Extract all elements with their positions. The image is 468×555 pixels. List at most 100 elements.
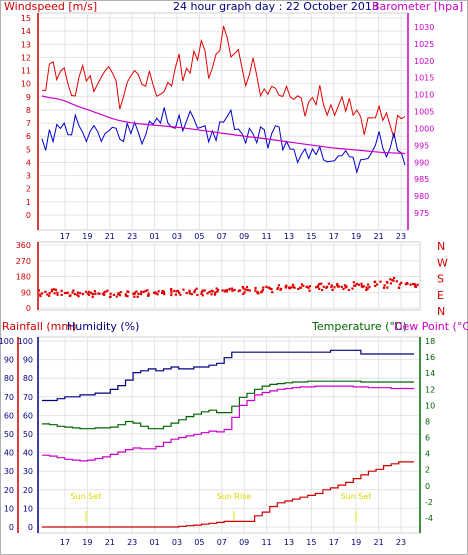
temperature-tick-label: 8: [425, 417, 430, 426]
direction-point: [76, 291, 80, 294]
direction-point: [265, 285, 268, 288]
barometer-tick-label: 995: [414, 141, 429, 150]
wind-x-tick-label: 23: [396, 232, 406, 241]
temperature-tick-label: 16: [425, 353, 435, 362]
direction-point: [188, 290, 191, 293]
temperature-tick-label: 12: [425, 385, 435, 394]
thb-x-tick-label: 17: [60, 538, 70, 547]
direction-point: [175, 290, 178, 293]
direction-point: [119, 291, 122, 294]
direction-point: [118, 294, 121, 297]
direction-point: [238, 289, 242, 292]
windspeed-tick-label: 13: [21, 40, 31, 49]
direction-point: [91, 295, 94, 298]
direction-point: [285, 285, 288, 288]
direction-point: [344, 286, 347, 289]
direction-point: [144, 289, 147, 293]
barometer-tick-label: 975: [414, 209, 429, 218]
thb-x-tick-label: 15: [306, 538, 316, 547]
direction-point: [365, 286, 368, 289]
direction-point: [109, 292, 112, 295]
rainfall-tick-label: 20: [4, 486, 14, 495]
humidity-tick-label: 70: [23, 393, 33, 402]
direction-point: [169, 289, 173, 292]
humidity-series-line: [42, 349, 414, 402]
direction-point: [382, 286, 386, 289]
direction-point: [392, 279, 395, 282]
barometer-tick-label: 1030: [414, 23, 434, 32]
direction-point: [213, 293, 217, 296]
windspeed-tick-label: 12: [21, 53, 31, 62]
direction-point: [54, 288, 57, 291]
wind-tick-labels: 0123456789101112131415975980985990995100…: [21, 14, 435, 241]
direction-point: [81, 292, 85, 296]
direction-point: [91, 293, 94, 296]
temperature-tick-label: -2: [425, 498, 433, 507]
barometer-axis-label: Barometer [hpa]: [372, 0, 463, 13]
humidity-tick-label: 80: [23, 374, 33, 383]
direction-point: [320, 282, 323, 285]
windspeed-series-line: [41, 107, 406, 175]
direction-point: [104, 290, 107, 293]
rainfall-series-line: [42, 461, 414, 528]
windspeed-tick-label: 2: [26, 185, 31, 194]
compass-label: N: [437, 305, 445, 318]
direction-point: [262, 286, 265, 289]
direction-tick-label: 270: [16, 257, 31, 266]
direction-point: [160, 291, 164, 294]
direction-point: [300, 283, 304, 286]
barometer-tick-label: 1005: [414, 108, 434, 117]
barometer-tick-label: 985: [414, 175, 429, 184]
windspeed-tick-label: 3: [26, 172, 31, 181]
direction-point: [200, 292, 203, 295]
direction-point: [154, 291, 157, 294]
direction-point: [139, 293, 143, 296]
direction-point: [156, 293, 159, 296]
compass-label: S: [437, 273, 444, 286]
wind-x-tick-label: 15: [306, 232, 316, 241]
barometer-tick-label: 980: [414, 192, 429, 201]
humidity-tick-label: 50: [23, 430, 33, 439]
direction-point: [147, 292, 150, 295]
thb-x-tick-label: 13: [284, 538, 294, 547]
direction-point: [170, 287, 173, 291]
windspeed-tick-label: 8: [26, 106, 31, 115]
rainfall-tick-label: 30: [4, 467, 14, 476]
rainfall-tick-label: 60: [4, 411, 14, 420]
rainfall-tick-label: 90: [4, 356, 14, 365]
thb-x-tick-label: 21: [105, 538, 115, 547]
windspeed-tick-label: 5: [26, 145, 31, 154]
direction-point: [245, 285, 249, 289]
direction-point: [170, 293, 173, 297]
humidity-tick-label: 60: [23, 411, 33, 420]
direction-point: [326, 285, 329, 288]
direction-point: [299, 286, 302, 289]
direction-point: [142, 290, 145, 293]
direction-point: [316, 284, 320, 287]
direction-point: [352, 281, 355, 284]
direction-point: [336, 285, 340, 288]
direction-point: [261, 288, 264, 291]
direction-point: [397, 286, 401, 289]
thb-x-tick-label: 23: [396, 538, 406, 547]
direction-point: [237, 289, 240, 293]
windspeed-tick-label: 1: [26, 198, 31, 207]
direction-point: [115, 295, 118, 298]
direction-point: [108, 295, 112, 299]
humidity-tick-label: 30: [23, 467, 33, 476]
direction-point: [331, 288, 334, 292]
direction-point: [413, 283, 417, 286]
wind-x-tick-label: 17: [60, 232, 70, 241]
windspeed-tick-label: 4: [26, 158, 31, 167]
direction-point: [76, 293, 79, 296]
humidity-tick-label: 20: [23, 486, 33, 495]
direction-point: [256, 290, 259, 293]
direction-point: [179, 293, 182, 296]
wind-x-tick-label: 23: [127, 232, 137, 241]
direction-point: [224, 289, 227, 292]
direction-point: [241, 286, 244, 289]
direction-point: [188, 292, 191, 295]
wind-pressure-panel: Windspeed [m/s] 24 hour graph day : 22 O…: [4, 0, 463, 241]
